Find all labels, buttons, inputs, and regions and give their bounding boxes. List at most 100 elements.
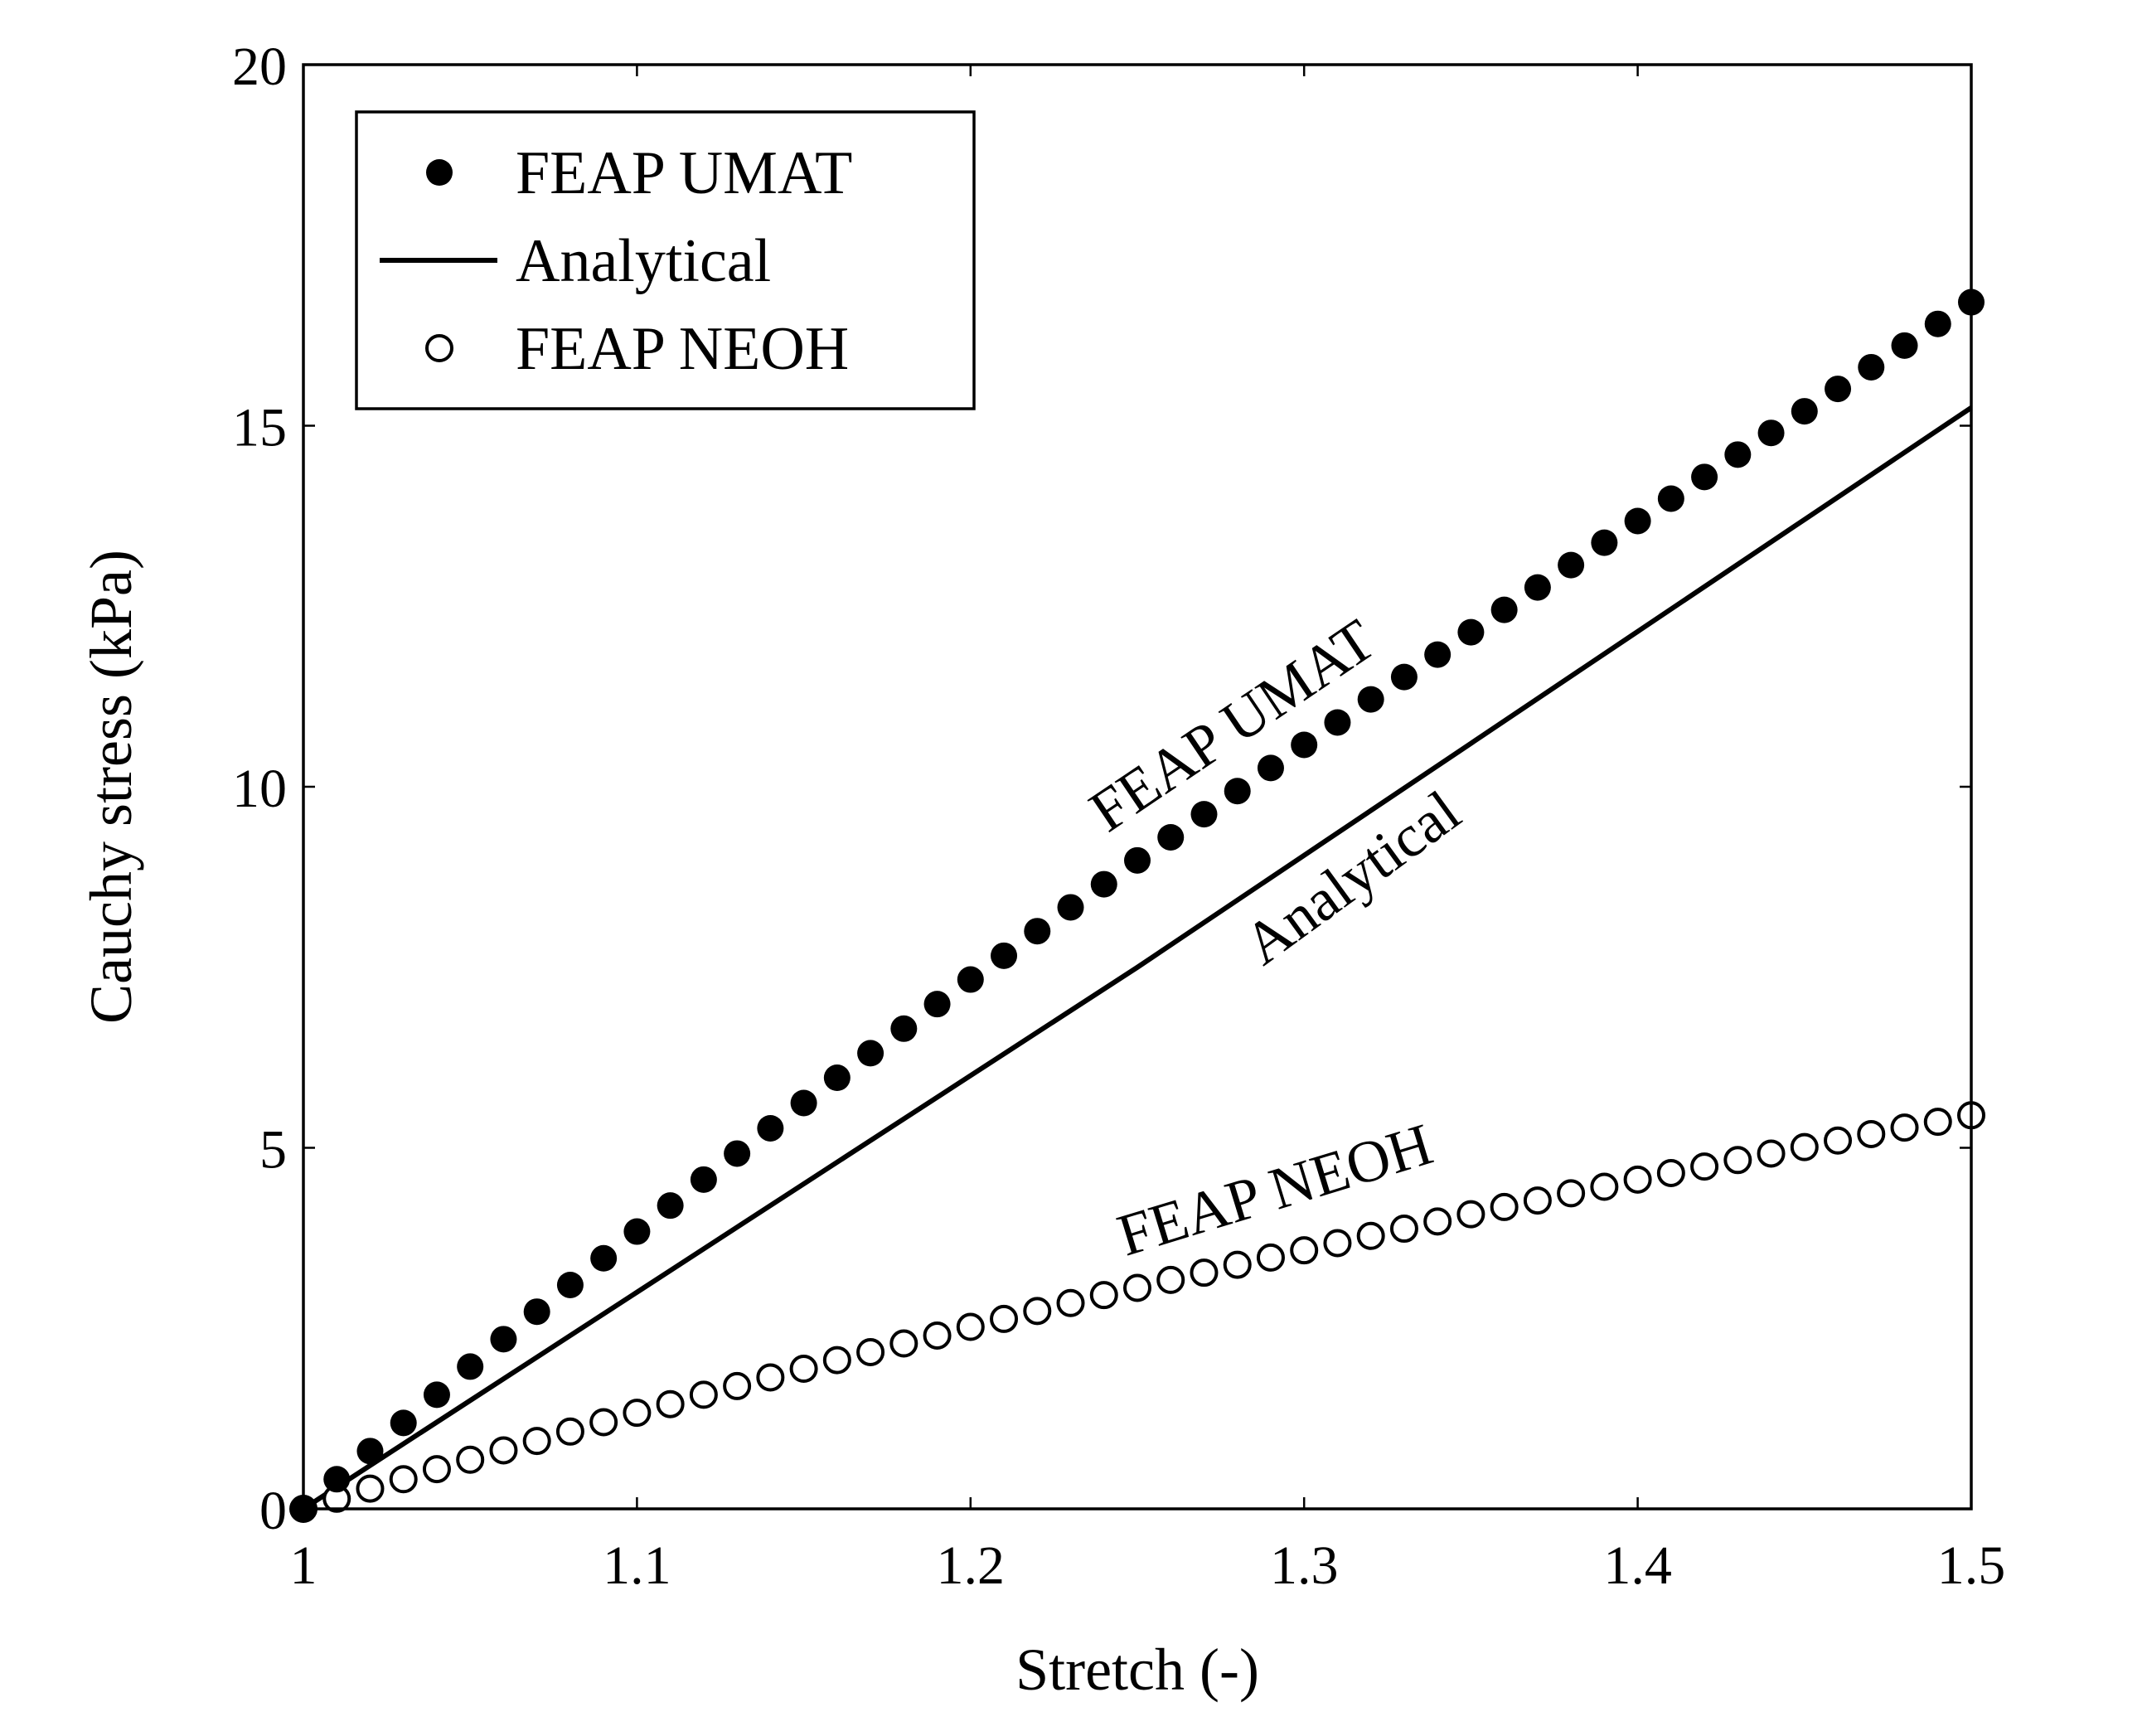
- x-tick-label: 1.2: [937, 1535, 1006, 1596]
- point-feap-neoh: [1690, 1152, 1719, 1181]
- point-feap-umat: [1157, 823, 1185, 851]
- legend-marker-open-circle: [425, 334, 453, 362]
- point-feap-neoh: [1323, 1229, 1352, 1258]
- point-feap-umat: [1257, 754, 1284, 782]
- point-feap-neoh: [1290, 1236, 1319, 1265]
- point-feap-neoh: [1857, 1119, 1886, 1148]
- point-feap-neoh: [623, 1399, 652, 1428]
- y-axis-label: Cauchy stress (kPa): [78, 550, 144, 1024]
- point-feap-neoh: [956, 1312, 985, 1341]
- point-feap-neoh: [723, 1371, 752, 1400]
- point-feap-umat: [857, 1040, 884, 1067]
- point-feap-neoh: [1490, 1192, 1519, 1221]
- point-feap-umat: [1090, 870, 1117, 898]
- point-feap-umat: [1357, 686, 1384, 713]
- point-feap-umat: [724, 1140, 751, 1167]
- y-tick-label: 5: [259, 1120, 287, 1181]
- point-feap-umat: [1825, 376, 1852, 403]
- plot-marks: [289, 289, 1985, 1523]
- point-feap-umat: [1858, 353, 1885, 381]
- point-feap-umat: [1057, 894, 1084, 921]
- point-feap-neoh: [1723, 1146, 1752, 1175]
- point-feap-neoh: [589, 1408, 618, 1437]
- point-feap-umat: [1490, 596, 1518, 623]
- point-feap-umat: [1591, 529, 1618, 556]
- point-feap-neoh: [1256, 1243, 1285, 1272]
- point-feap-umat: [1390, 663, 1418, 691]
- point-feap-umat: [1558, 551, 1585, 579]
- point-feap-umat: [623, 1218, 651, 1245]
- point-feap-umat: [1891, 332, 1918, 359]
- point-feap-umat: [991, 942, 1018, 969]
- point-feap-umat: [423, 1381, 450, 1409]
- point-feap-umat: [457, 1353, 484, 1380]
- point-feap-umat: [1324, 709, 1351, 736]
- point-feap-neoh: [1656, 1158, 1685, 1187]
- point-feap-neoh: [422, 1455, 451, 1484]
- point-feap-neoh: [990, 1304, 1019, 1333]
- point-feap-neoh: [756, 1363, 785, 1392]
- point-feap-umat: [1624, 507, 1651, 535]
- point-feap-umat: [657, 1192, 684, 1220]
- point-feap-neoh: [356, 1474, 385, 1503]
- point-feap-neoh: [1123, 1273, 1151, 1302]
- point-feap-umat: [957, 966, 984, 993]
- point-feap-neoh: [1790, 1132, 1819, 1161]
- point-feap-neoh: [1023, 1297, 1052, 1326]
- point-feap-umat: [923, 991, 951, 1018]
- point-feap-neoh: [1156, 1265, 1185, 1294]
- point-feap-neoh: [1456, 1200, 1485, 1229]
- point-feap-umat: [1190, 801, 1218, 828]
- point-feap-neoh: [789, 1355, 818, 1384]
- x-tick-label: 1.1: [603, 1535, 671, 1596]
- x-tick-label: 1.5: [1937, 1535, 2006, 1596]
- point-feap-umat: [1524, 574, 1551, 601]
- point-feap-neoh: [1523, 1186, 1552, 1215]
- point-feap-umat: [1924, 310, 1951, 337]
- point-feap-neoh: [1089, 1281, 1118, 1310]
- point-feap-umat: [890, 1015, 918, 1042]
- point-feap-umat: [590, 1244, 618, 1272]
- point-feap-umat: [823, 1064, 851, 1092]
- point-feap-neoh: [1923, 1108, 1952, 1137]
- point-feap-neoh: [1389, 1215, 1418, 1244]
- point-feap-neoh: [889, 1329, 918, 1358]
- x-tick-label: 1.3: [1270, 1535, 1339, 1596]
- point-feap-umat: [757, 1114, 784, 1142]
- x-tick-label: 1.4: [1603, 1535, 1672, 1596]
- point-feap-neoh: [522, 1427, 551, 1456]
- point-feap-umat: [323, 1466, 351, 1493]
- x-tick-label: 1: [290, 1535, 317, 1596]
- y-tick-label: 15: [232, 398, 287, 458]
- point-feap-neoh: [1557, 1179, 1586, 1208]
- point-feap-umat: [490, 1326, 517, 1353]
- point-feap-umat: [1657, 485, 1684, 512]
- y-tick-label: 10: [232, 759, 287, 819]
- point-feap-neoh: [923, 1321, 952, 1350]
- point-feap-umat: [1457, 618, 1485, 646]
- legend-marker-filled-circle: [426, 159, 453, 186]
- point-feap-neoh: [856, 1337, 885, 1366]
- point-feap-umat: [1724, 441, 1752, 468]
- point-feap-neoh: [1757, 1139, 1786, 1168]
- point-feap-umat: [690, 1166, 717, 1193]
- point-feap-umat: [1124, 846, 1151, 874]
- point-feap-umat: [1691, 463, 1718, 491]
- point-feap-neoh: [1890, 1113, 1919, 1142]
- point-feap-neoh: [1056, 1288, 1085, 1317]
- point-feap-neoh: [656, 1389, 685, 1418]
- point-feap-neoh: [1423, 1207, 1452, 1236]
- point-feap-umat: [390, 1409, 417, 1437]
- point-feap-umat: [790, 1089, 817, 1117]
- point-feap-neoh: [555, 1417, 584, 1446]
- point-feap-umat: [1024, 918, 1051, 945]
- series-line-analytical: [302, 405, 1973, 1511]
- point-feap-neoh: [1223, 1250, 1252, 1279]
- point-feap-neoh: [1590, 1172, 1619, 1201]
- point-feap-umat: [356, 1438, 384, 1465]
- legend: FEAP UMAT Analytical FEAP NEOH: [355, 110, 976, 410]
- point-feap-umat: [1424, 641, 1452, 668]
- point-feap-neoh: [689, 1380, 718, 1409]
